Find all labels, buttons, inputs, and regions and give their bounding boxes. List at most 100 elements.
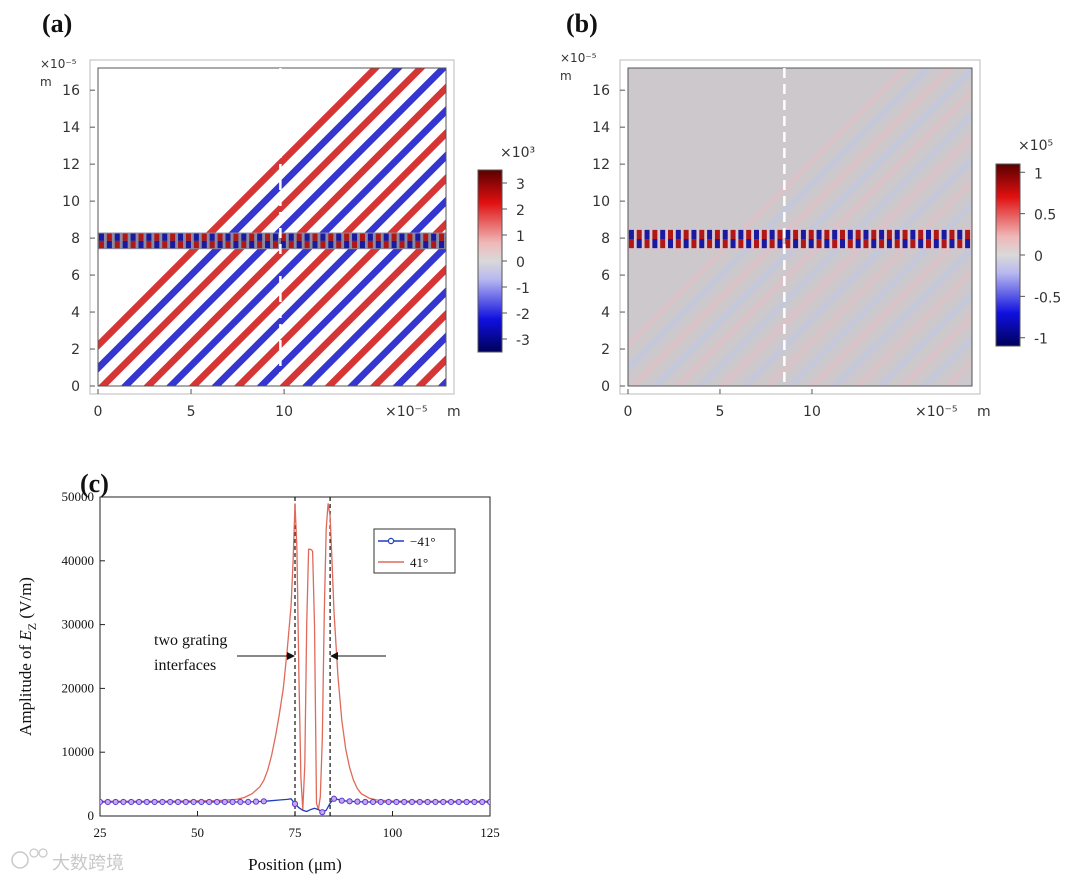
grating-cell	[391, 240, 397, 249]
grating-cell	[926, 239, 931, 249]
series-line	[100, 798, 490, 813]
grating-cell	[106, 233, 112, 241]
series-marker	[206, 798, 213, 806]
wave-stripe	[98, 68, 381, 351]
grating-cell	[675, 229, 681, 240]
grating-cell	[328, 233, 334, 241]
grating-cell	[699, 229, 705, 240]
colorbar-tick-label: 1	[516, 229, 525, 245]
grating-cell	[328, 240, 334, 249]
grating-cell	[793, 229, 799, 240]
grating-fill	[98, 232, 446, 250]
wave-stripe	[943, 357, 972, 386]
wave-stripe	[188, 128, 446, 386]
series-marker	[338, 797, 345, 804]
colorbar-tick-label: -1	[1034, 332, 1048, 348]
grating-cell	[785, 239, 791, 249]
wave-stripe	[628, 68, 956, 386]
grating-cell	[225, 233, 231, 241]
grating-cell	[296, 240, 302, 249]
wave-stripe	[628, 68, 911, 351]
grating-cell	[902, 229, 908, 240]
y-tick-label: 30000	[62, 617, 95, 632]
grating-cell	[894, 229, 900, 240]
grating-cell	[122, 240, 128, 249]
grating-cell	[241, 233, 247, 241]
grating-cell	[683, 239, 689, 249]
grating-cell	[918, 229, 924, 240]
grating-cell	[185, 233, 191, 241]
grating-cell	[965, 239, 971, 249]
panel-label: (a)	[42, 9, 72, 38]
series-marker	[408, 798, 416, 806]
x-tick-label: 5	[716, 404, 725, 420]
wave-stripe	[920, 334, 972, 386]
grating-cell	[114, 240, 120, 249]
wave-stripe	[898, 312, 972, 386]
x-tick-label: 100	[383, 825, 403, 840]
grating-cell	[832, 239, 838, 249]
grating-cell	[383, 240, 389, 249]
grating-cell	[146, 233, 152, 241]
grating-cell	[241, 240, 247, 249]
y-tick-label: 40000	[62, 553, 95, 568]
colorbar-tick-label: 0	[1034, 249, 1043, 265]
series-marker	[432, 798, 439, 806]
grating-cell	[178, 240, 184, 249]
grating-cell	[879, 229, 885, 240]
series-marker	[229, 798, 236, 806]
x-tick-label: 0	[94, 404, 103, 420]
series-marker	[221, 798, 228, 806]
wave-stripe	[98, 68, 426, 386]
grating-cell	[415, 233, 421, 241]
grating-cell	[941, 239, 947, 249]
grating-cell	[918, 239, 924, 249]
colorbar-tick-label: 1	[1034, 166, 1043, 182]
grating-cell	[383, 233, 389, 241]
grating-cell	[949, 239, 955, 249]
y-tick-label: 8	[601, 231, 610, 247]
plot-frame	[627, 67, 973, 387]
grating-cell	[439, 240, 445, 249]
grating-cell	[154, 240, 160, 249]
x-axis-title: Position (μm)	[248, 855, 342, 874]
grating-cell	[824, 239, 830, 249]
series-marker	[369, 798, 377, 806]
x-exponent-label: ×10⁻⁵	[385, 404, 428, 420]
grating-cell	[217, 240, 223, 249]
y-axis-title-suffix: (V/m)	[16, 577, 35, 623]
grating-cell	[257, 240, 263, 249]
grating-cell	[375, 233, 381, 241]
series-marker	[447, 798, 455, 806]
grating-cell	[407, 240, 413, 249]
grating-cell	[840, 239, 845, 249]
grating-cell	[391, 233, 397, 241]
colorbar-tick-label: 0.5	[1034, 208, 1056, 224]
wave-stripe	[211, 151, 446, 386]
y-tick-label: 10	[62, 194, 80, 210]
series-marker	[463, 798, 470, 806]
grating-cell	[114, 233, 120, 241]
series-marker	[440, 798, 447, 806]
grating-cell	[399, 233, 405, 241]
x-tick-label: 50	[191, 825, 204, 840]
grating-cell	[233, 240, 239, 249]
wave-stripe	[875, 289, 972, 386]
series-marker	[213, 798, 221, 806]
grating-cell	[304, 240, 310, 249]
x-exponent-label: ×10⁻⁵	[915, 404, 958, 420]
grating-cell	[699, 239, 705, 249]
y-tick-label: 6	[601, 268, 610, 284]
grating-cell	[162, 240, 168, 249]
grating-cell	[761, 229, 767, 240]
grating-cell	[933, 229, 939, 240]
series-marker	[167, 798, 174, 806]
grating-cell	[98, 240, 104, 249]
grating-cell	[777, 229, 783, 240]
y-tick-label: 6	[71, 268, 80, 284]
grating-cell	[722, 229, 728, 240]
wave-stripe	[650, 68, 972, 386]
grating-cell	[847, 229, 853, 240]
wave-stripe	[301, 241, 446, 386]
series-marker	[393, 798, 400, 806]
